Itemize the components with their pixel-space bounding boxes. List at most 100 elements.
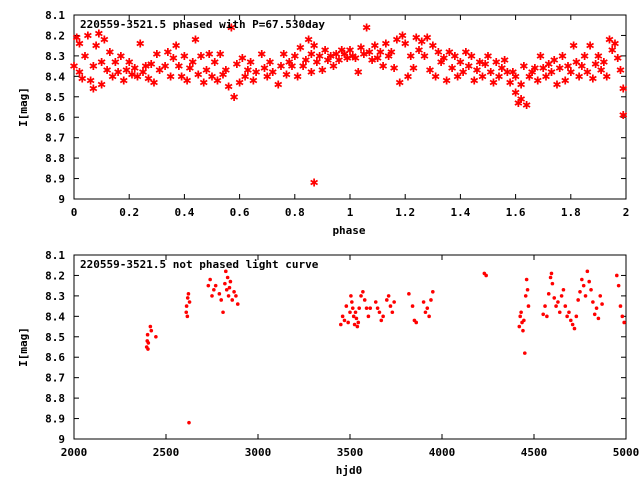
phased-data-point: ✱ <box>97 56 106 69</box>
unphased-data-point <box>521 328 525 333</box>
phased-data-point: ✱ <box>345 44 354 57</box>
unphased-data-point <box>366 314 371 319</box>
phased-data-point: ✱ <box>577 60 586 73</box>
phased-data-point: ✱ <box>122 64 131 77</box>
phased-data-point: ✱ <box>492 56 501 69</box>
phased-data-point: ✱ <box>464 60 473 73</box>
unphased-data-point <box>524 277 529 282</box>
phased-data-point: ✱ <box>285 56 294 69</box>
phased-data-point: ✱ <box>594 50 603 63</box>
phased-data-point: ✱ <box>100 34 109 47</box>
phased-data-point: ✱ <box>149 76 158 89</box>
unphased-ticks: 2000 2500 3000 3500 4000 4500 5000 8.1 8.2 8.3 8.4… <box>45 249 639 459</box>
phased-data-point: ✱ <box>412 31 421 44</box>
unphased-data-point <box>574 314 579 319</box>
phased-data-point: ✱ <box>367 54 376 67</box>
phased-data-point: ✱ <box>517 93 526 106</box>
phased-data-point: ✱ <box>514 97 523 110</box>
unphased-x-tick-label: 5000 <box>613 446 640 459</box>
unphased-y-tick-label: 8.6 <box>45 351 65 364</box>
phased-data-point: ✱ <box>205 48 214 61</box>
unphased-data-point <box>349 294 353 298</box>
phased-chart-title: 220559-3521.5 phased with P=67.530day <box>80 18 325 31</box>
phased-data-point: ✱ <box>409 62 418 75</box>
phased-y-axis-label: I[mag] <box>17 87 30 127</box>
unphased-data-point <box>578 290 582 294</box>
phased-data-point: ✱ <box>500 54 509 67</box>
unphased-data-point <box>234 294 238 298</box>
unphased-data-point <box>185 314 190 319</box>
unphased-y-tick-label: 8.5 <box>45 331 65 344</box>
phased-data-point: ✱ <box>133 70 142 83</box>
phased-data-point: ✱ <box>290 50 299 63</box>
phased-data-point: ✱ <box>265 56 274 69</box>
phased-data-point: ✱ <box>185 62 194 75</box>
unphased-data-point <box>583 294 588 298</box>
phased-data-point: ✱ <box>194 68 203 81</box>
phased-data-point: ✱ <box>177 70 186 83</box>
phased-data-point: ✱ <box>453 70 462 83</box>
unphased-data-point <box>545 314 549 319</box>
unphased-data-point <box>580 277 584 282</box>
phased-points: ✱✱✱✱✱✱✱✱✱✱✱✱✱✱✱✱✱✱✱✱✱✱✱✱✱✱✱✱✱✱✱✱✱✱✱✱✱✱✱✱… <box>69 21 627 189</box>
phased-y-tick-label: 8.9 <box>45 173 65 186</box>
unphased-data-point <box>339 322 343 327</box>
phased-data-point: ✱ <box>354 66 363 79</box>
phased-data-point: ✱ <box>307 48 316 61</box>
unphased-data-point <box>427 314 431 319</box>
unphased-data-point <box>224 269 228 274</box>
phased-data-point: ✱ <box>359 48 368 61</box>
phased-data-point: ✱ <box>597 64 606 77</box>
unphased-data-point <box>230 298 235 302</box>
phased-data-point: ✱ <box>80 50 89 63</box>
unphased-data-point <box>596 316 601 321</box>
unphased-data-point <box>350 306 355 310</box>
phased-data-point: ✱ <box>202 64 211 77</box>
unphased-data-point <box>213 283 218 288</box>
phased-data-point: ✱ <box>599 56 608 69</box>
unphased-data-point <box>208 277 212 282</box>
phased-data-point: ✱ <box>384 50 393 63</box>
phased-y-tick-label: 8.5 <box>45 91 65 104</box>
phased-data-point: ✱ <box>522 99 531 112</box>
phased-data-point: ✱ <box>174 60 183 73</box>
phased-data-point: ✱ <box>213 74 222 87</box>
unphased-data-point <box>561 287 566 292</box>
phased-data-point: ✱ <box>420 50 429 63</box>
phased-data-point: ✱ <box>207 70 216 83</box>
phased-data-point: ✱ <box>417 36 426 49</box>
unphased-x-tick-label: 2000 <box>61 446 88 459</box>
unphased-data-point <box>556 300 560 304</box>
unphased-data-point <box>148 324 153 329</box>
unphased-data-point <box>184 304 189 308</box>
phased-data-point: ✱ <box>569 40 578 53</box>
unphased-data-point <box>550 281 555 286</box>
phased-data-point: ✱ <box>105 46 114 59</box>
unphased-data-point <box>421 300 426 304</box>
unphased-data-point <box>581 283 586 288</box>
phased-data-point: ✱ <box>147 58 156 71</box>
unphased-data-point <box>364 306 369 310</box>
unphased-data-point <box>587 279 591 284</box>
phased-data-point: ✱ <box>533 74 542 87</box>
phased-data-point: ✱ <box>475 56 484 69</box>
unphased-plot-frame <box>73 254 627 440</box>
phased-data-point: ✱ <box>348 50 357 63</box>
phased-data-point: ✱ <box>591 58 600 71</box>
unphased-data-point <box>519 310 523 315</box>
unphased-data-point <box>388 304 393 308</box>
phased-x-tick-label: 1 <box>347 206 354 219</box>
unphased-data-point <box>145 332 150 337</box>
phased-data-point: ✱ <box>86 74 95 87</box>
phased-data-point: ✱ <box>536 50 545 63</box>
phased-data-point: ✱ <box>119 74 128 87</box>
phased-data-point: ✱ <box>467 50 476 63</box>
phased-data-point: ✱ <box>310 40 319 53</box>
phased-data-point: ✱ <box>155 64 164 77</box>
unphased-data-point <box>342 318 347 323</box>
phased-data-point: ✱ <box>489 76 498 89</box>
unphased-data-point <box>187 300 192 304</box>
phased-data-point: ✱ <box>436 56 445 69</box>
unphased-data-point <box>548 275 553 280</box>
phased-data-point: ✱ <box>445 46 454 59</box>
